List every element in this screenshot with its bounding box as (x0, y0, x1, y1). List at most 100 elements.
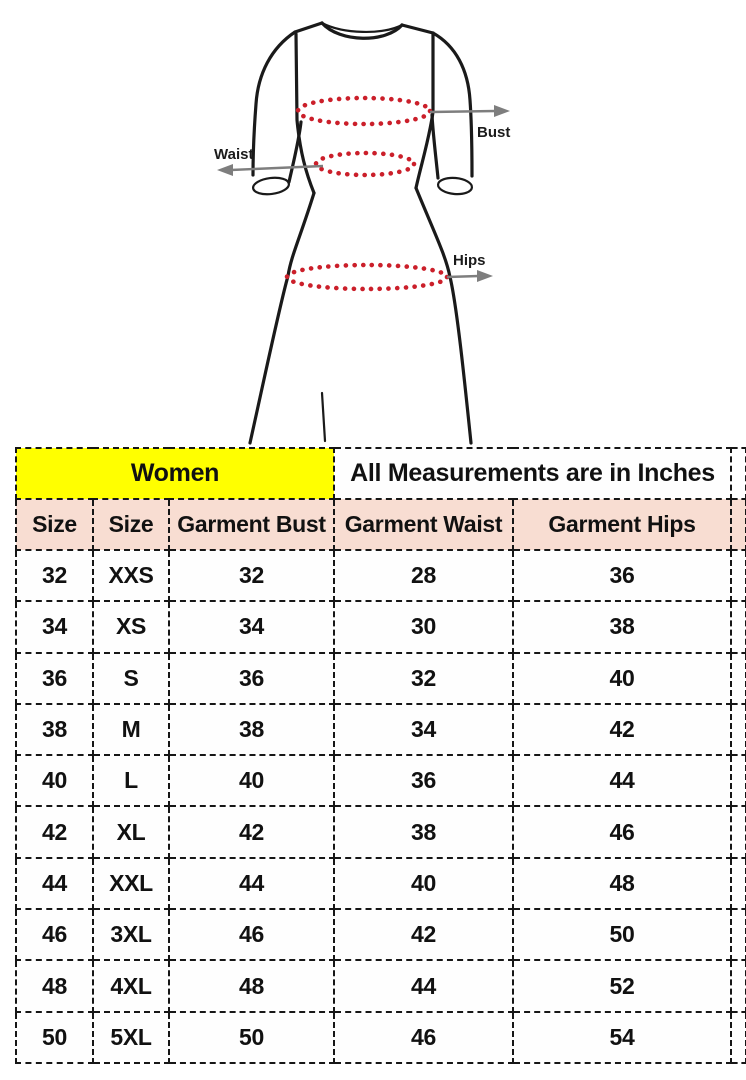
table-row: 50 5XL 50 46 54 (15, 1010, 746, 1064)
hips-arrow (446, 270, 493, 282)
cell-size-label: XXL (92, 856, 170, 911)
waist-label: Waist (214, 146, 253, 163)
measurements-note: All Measurements are in Inches (332, 447, 733, 500)
cell-size-label: 5XL (92, 1010, 170, 1064)
cell-size-label: L (92, 754, 170, 808)
spacer-cell (730, 600, 746, 654)
cell-size-number: 42 (15, 805, 94, 859)
cell-garment-hips: 36 (511, 548, 733, 603)
group-header-row: Women All Measurements are in Inches (15, 447, 746, 500)
table-row: 42 XL 42 38 46 (15, 805, 746, 859)
cell-garment-waist: 34 (333, 702, 514, 757)
cell-garment-bust: 48 (168, 959, 335, 1013)
table-row: 46 3XL 46 42 50 (15, 908, 746, 962)
skirt-left-edge (248, 191, 316, 445)
cell-garment-waist: 38 (333, 805, 514, 859)
dress-outline (248, 21, 474, 445)
spacer-cell (730, 548, 746, 603)
cell-garment-bust: 36 (168, 651, 335, 705)
cell-garment-bust: 50 (168, 1010, 335, 1064)
cell-size-number: 40 (15, 754, 94, 808)
table-row: 34 XS 34 30 38 (15, 600, 746, 654)
spacer-cell (730, 754, 746, 808)
cell-garment-hips: 52 (511, 959, 733, 1013)
spacer-cell (730, 702, 746, 757)
cell-garment-bust: 42 (168, 805, 335, 859)
table-row: 32 XXS 32 28 36 (15, 548, 746, 603)
right-sleeve-cuff (436, 176, 474, 196)
cell-garment-hips: 42 (511, 702, 733, 757)
col-header-garment-hips: Garment Hips (511, 498, 733, 551)
cell-size-label: 3XL (92, 908, 170, 962)
size-chart-table: Women All Measurements are in Inches Siz… (15, 447, 746, 1064)
col-header-size-label: Size (92, 498, 170, 551)
waist-measure-ellipse (313, 150, 417, 178)
cell-garment-hips: 38 (511, 600, 733, 654)
cell-size-label: XL (92, 805, 170, 859)
cell-garment-bust: 44 (168, 856, 335, 911)
cell-garment-hips: 54 (511, 1010, 733, 1064)
spacer-cell (730, 651, 746, 705)
hips-label: Hips (453, 252, 486, 269)
table-row: 48 4XL 48 44 52 (15, 959, 746, 1013)
cell-size-number: 48 (15, 959, 94, 1013)
spacer-cell (730, 1010, 746, 1064)
cell-garment-hips: 48 (511, 856, 733, 911)
right-shoulder (400, 23, 435, 35)
neckline-outer (320, 21, 404, 40)
cell-garment-waist: 32 (333, 651, 514, 705)
cell-size-number: 44 (15, 856, 94, 911)
cell-garment-hips: 44 (511, 754, 733, 808)
table-row: 44 XXL 44 40 48 (15, 856, 746, 911)
cell-garment-hips: 40 (511, 651, 733, 705)
bodice-left-seam (294, 32, 316, 195)
cell-garment-hips: 50 (511, 908, 733, 962)
left-sleeve-outer (251, 30, 297, 177)
waist-arrowhead-icon (217, 164, 233, 176)
neckline-inner (320, 21, 404, 33)
bust-arrow (429, 105, 510, 117)
cell-garment-waist: 30 (333, 600, 514, 654)
cell-garment-bust: 34 (168, 600, 335, 654)
cell-garment-waist: 42 (333, 908, 514, 962)
cell-size-label: 4XL (92, 959, 170, 1013)
dress-diagram-svg: Bust Waist Hips (214, 21, 510, 445)
dress-diagram: Bust Waist Hips (0, 0, 746, 447)
cell-size-number: 50 (15, 1010, 94, 1064)
spacer-cell (730, 805, 746, 859)
bust-label: Bust (477, 124, 510, 141)
spacer-cell (730, 447, 746, 500)
cell-size-number: 46 (15, 908, 94, 962)
cell-garment-bust: 38 (168, 702, 335, 757)
women-group-header: Women (15, 447, 335, 500)
cell-size-label: S (92, 651, 170, 705)
cell-size-label: XS (92, 600, 170, 654)
cell-size-label: M (92, 702, 170, 757)
table-row: 36 S 36 32 40 (15, 651, 746, 705)
right-sleeve-inner (430, 113, 440, 180)
cell-garment-waist: 28 (333, 548, 514, 603)
cell-garment-bust: 32 (168, 548, 335, 603)
spacer-cell (730, 959, 746, 1013)
skirt-right-edge (414, 186, 473, 445)
col-header-size-number: Size (15, 498, 94, 551)
right-sleeve-outer (431, 31, 474, 178)
spacer-cell (730, 498, 746, 551)
cell-size-number: 34 (15, 600, 94, 654)
cell-garment-waist: 40 (333, 856, 514, 911)
hips-arrowhead-icon (477, 270, 493, 282)
spacer-cell (730, 856, 746, 911)
table-row: 40 L 40 36 44 (15, 754, 746, 808)
waist-arrow (217, 164, 324, 176)
cell-garment-bust: 40 (168, 754, 335, 808)
skirt-slit-line (320, 391, 327, 443)
hips-measure-ellipse (284, 262, 450, 292)
col-header-garment-bust: Garment Bust (168, 498, 335, 551)
table-row: 38 M 38 34 42 (15, 702, 746, 757)
col-header-garment-waist: Garment Waist (333, 498, 514, 551)
bust-measure-ellipse (295, 95, 433, 127)
spacer-cell (730, 908, 746, 962)
size-rows: 32 XXS 32 28 36 34 XS 34 30 38 36 S 36 3… (15, 548, 746, 1064)
cell-size-number: 38 (15, 702, 94, 757)
